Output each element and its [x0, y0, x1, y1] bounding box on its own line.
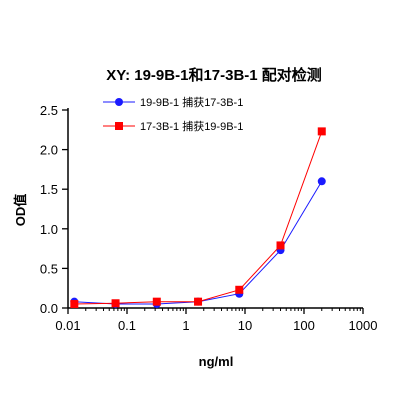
y-tick-label: 0.5 — [40, 261, 58, 276]
y-axis-label: OD值 — [13, 194, 28, 227]
series-line-2 — [74, 131, 323, 305]
legend-marker-circle — [115, 98, 123, 106]
y-tick-label: 2.5 — [40, 103, 58, 118]
x-tick-label: 1 — [182, 318, 189, 333]
data-point-square — [111, 299, 120, 308]
x-axis-label: ng/ml — [199, 354, 234, 369]
series-layer — [70, 127, 326, 309]
x-tick-label: 0.01 — [55, 318, 80, 333]
x-tick-label: 0.1 — [118, 318, 136, 333]
legend-label: 19-9B-1 捕获17-3B-1 — [140, 95, 243, 109]
data-point-square — [194, 297, 203, 306]
x-tick-label: 10 — [238, 318, 252, 333]
legend: 19-9B-1 捕获17-3B-1 17-3B-1 捕获19-9B-1 — [103, 95, 243, 133]
data-point-square — [70, 300, 79, 309]
data-point-circle — [317, 177, 326, 186]
data-point-square — [317, 127, 326, 136]
data-point-square — [235, 285, 244, 294]
legend-marker-square — [115, 122, 123, 130]
x-tick-label: 100 — [293, 318, 315, 333]
data-point-square — [276, 241, 285, 250]
y-tick-label: 0.0 — [40, 301, 58, 316]
legend-label: 17-3B-1 捕获19-9B-1 — [140, 119, 243, 133]
x-tick-label: 1000 — [349, 318, 378, 333]
y-tick-label: 1.5 — [40, 182, 58, 197]
y-tick-label: 2.0 — [40, 143, 58, 158]
y-tick-label: 1.0 — [40, 222, 58, 237]
chart-title: XY: 19-9B-1和17-3B-1 配对检测 — [106, 66, 322, 84]
series-line-1 — [74, 181, 323, 305]
data-point-square — [152, 297, 161, 306]
axes: 0.01 0.1 1 10 100 1000 0.0 0.5 1.0 1.5 2.0 2.5 — [40, 103, 378, 333]
